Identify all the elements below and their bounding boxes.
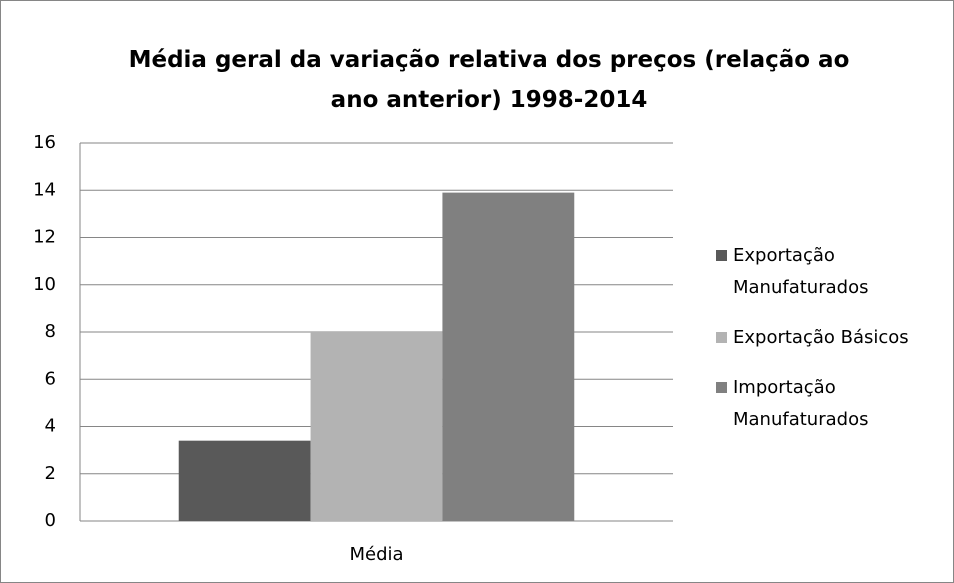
legend-entry: Importação Manufaturados [716,372,952,436]
y-tick-label: 0 [45,510,56,531]
legend-swatch [716,250,727,261]
legend-label: Exportação Manufaturados [733,245,869,298]
y-tick-label: 6 [45,368,56,389]
legend-entry: Exportação Manufaturados [716,240,952,304]
x-tick-label: Média [349,544,403,565]
y-tick-label: 4 [45,416,56,437]
legend-label: Importação Manufaturados [733,377,869,430]
bar [442,192,575,522]
chart-title: Média geral da variação relativa dos pre… [128,47,850,113]
legend-label: Exportação Básicos [733,327,909,348]
bar [310,332,443,521]
bar [178,440,311,521]
legend-entry: Exportação Básicos [716,322,952,354]
y-tick-label: 10 [33,274,56,295]
legend: Exportação Manufaturados Exportação Básic… [716,240,952,454]
y-tick-label: 12 [33,227,56,248]
y-tick-label: 8 [45,321,56,342]
y-tick-label: 14 [33,179,56,200]
legend-swatch [716,332,727,343]
legend-swatch [716,382,727,393]
y-tick-label: 16 [33,132,56,153]
y-tick-label: 2 [45,463,56,484]
